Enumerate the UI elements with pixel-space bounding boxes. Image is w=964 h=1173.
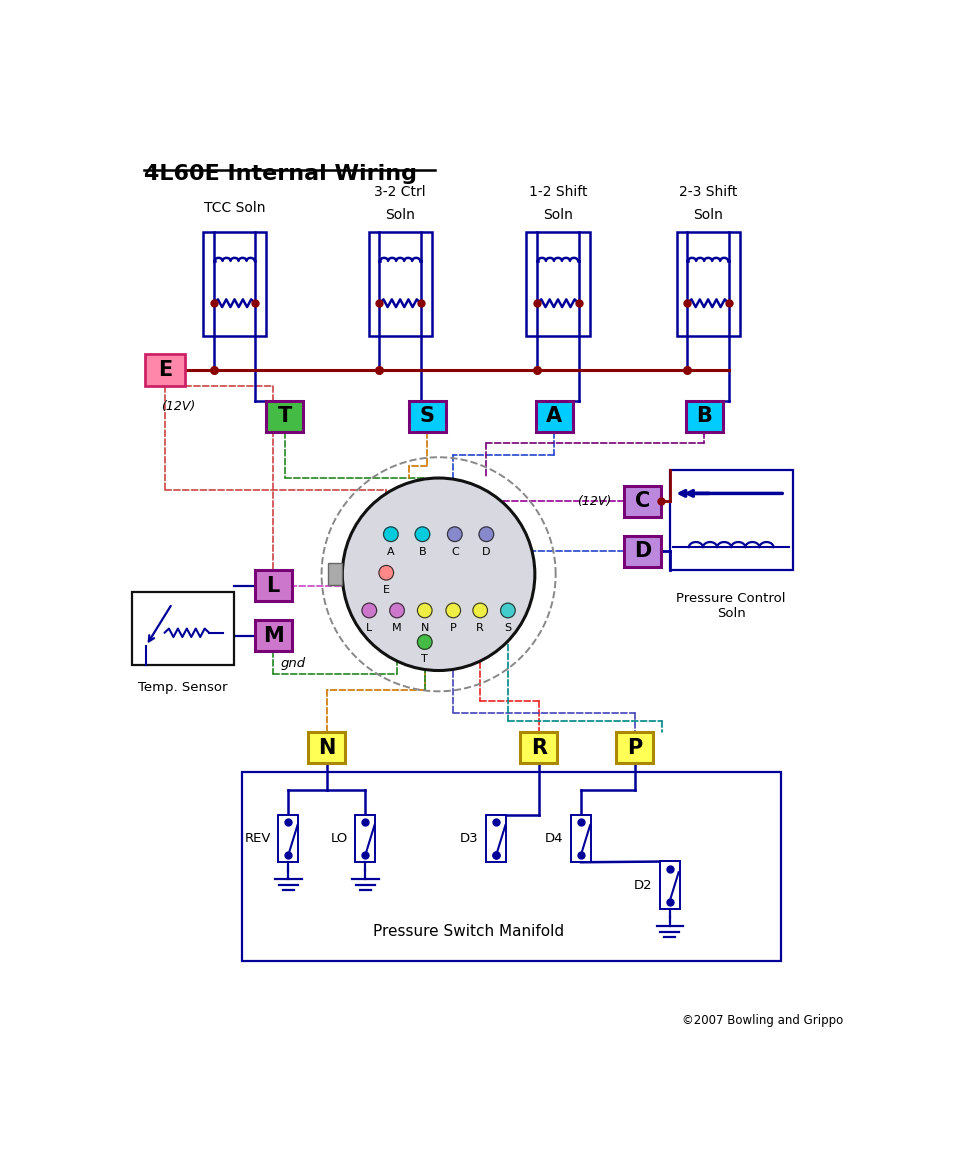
Bar (132, 592, 234, 665)
Bar (521, 732, 557, 762)
Bar (329, 563, 342, 585)
Text: Soln: Soln (543, 208, 573, 222)
Circle shape (473, 603, 488, 618)
Text: T: T (278, 406, 292, 427)
Text: L: L (366, 623, 372, 632)
Circle shape (384, 527, 398, 542)
Text: N: N (318, 738, 335, 758)
Text: R: R (531, 738, 547, 758)
Circle shape (415, 527, 430, 542)
Bar (409, 401, 445, 432)
Circle shape (417, 635, 432, 650)
Bar (624, 486, 661, 516)
Bar (536, 401, 573, 432)
Bar (685, 401, 723, 432)
Text: D4: D4 (545, 832, 563, 845)
Bar (254, 621, 291, 651)
Circle shape (479, 527, 494, 542)
Bar (368, 231, 432, 335)
Text: (12V): (12V) (577, 495, 611, 508)
Text: REV: REV (244, 832, 271, 845)
Text: P: P (450, 623, 457, 632)
Bar (526, 231, 590, 335)
Bar (203, 231, 266, 335)
Text: D: D (482, 547, 491, 556)
Bar (254, 570, 291, 602)
Text: Pressure Switch Manifold: Pressure Switch Manifold (373, 924, 564, 940)
Circle shape (446, 603, 461, 618)
Bar (571, 814, 591, 862)
Bar (677, 231, 739, 335)
Text: M: M (392, 623, 402, 632)
Text: E: E (383, 585, 389, 595)
Text: A: A (546, 406, 562, 427)
Text: gnd: gnd (281, 657, 306, 670)
Bar (487, 814, 506, 862)
Text: 3-2 Ctrl: 3-2 Ctrl (374, 185, 426, 199)
Text: M: M (262, 626, 283, 646)
Text: B: B (696, 406, 712, 427)
Text: C: C (635, 491, 651, 511)
Bar (624, 536, 661, 567)
Bar (670, 470, 792, 570)
Text: P: P (628, 738, 643, 758)
Bar (266, 401, 303, 432)
Text: LO: LO (331, 832, 348, 845)
Bar (617, 732, 654, 762)
Text: Temp. Sensor: Temp. Sensor (138, 680, 228, 693)
Text: C: C (451, 547, 459, 556)
Circle shape (500, 603, 515, 618)
Text: S: S (419, 406, 435, 427)
Text: D3: D3 (460, 832, 479, 845)
Text: N: N (420, 623, 429, 632)
Bar (356, 814, 375, 862)
Circle shape (379, 565, 393, 579)
Text: D: D (634, 541, 652, 561)
Text: TCC Soln: TCC Soln (203, 201, 265, 215)
Bar (279, 814, 299, 862)
Circle shape (342, 479, 535, 671)
Text: ©2007 Bowling and Grippo: ©2007 Bowling and Grippo (682, 1013, 843, 1028)
Text: Soln: Soln (386, 208, 415, 222)
Text: 1-2 Shift: 1-2 Shift (528, 185, 587, 199)
Bar (242, 772, 781, 961)
Circle shape (362, 603, 377, 618)
Text: L: L (266, 576, 280, 596)
Circle shape (417, 603, 432, 618)
Bar (659, 861, 680, 909)
Text: 2-3 Shift: 2-3 Shift (679, 185, 737, 199)
Text: Pressure Control
Soln: Pressure Control Soln (677, 592, 786, 621)
Text: R: R (476, 623, 484, 632)
Text: (12V): (12V) (161, 400, 196, 413)
Circle shape (447, 527, 462, 542)
Bar (308, 732, 345, 762)
Text: A: A (388, 547, 394, 556)
Bar (146, 354, 185, 386)
Text: D2: D2 (633, 879, 652, 891)
Text: 4L60E Internal Wiring: 4L60E Internal Wiring (145, 164, 417, 184)
Text: B: B (418, 547, 426, 556)
Text: S: S (504, 623, 512, 632)
Circle shape (389, 603, 404, 618)
Text: T: T (421, 655, 428, 664)
Text: E: E (158, 360, 173, 380)
Text: Soln: Soln (693, 208, 723, 222)
